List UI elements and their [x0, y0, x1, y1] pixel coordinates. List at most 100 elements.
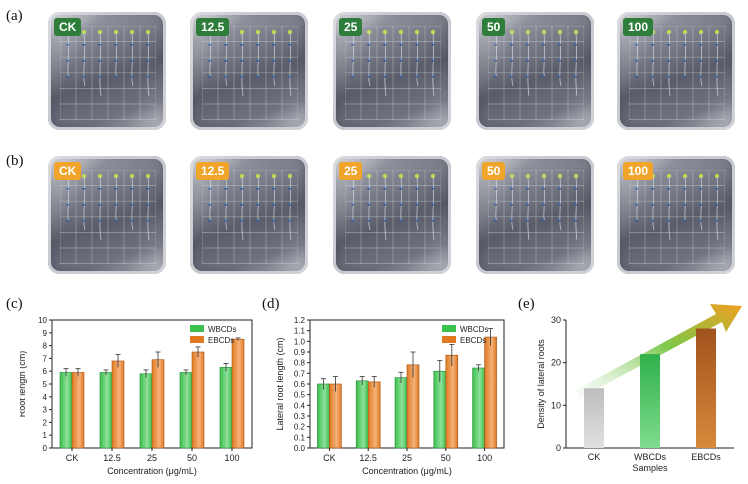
bar-wbcds-50: [433, 370, 447, 449]
bar-wbcds-12.5: [355, 380, 369, 449]
legend-swatch-ebcds: [442, 336, 456, 343]
x-tick-label: 100: [477, 453, 492, 463]
y-tick-label: 9: [43, 329, 48, 338]
plate-concentration-tag: 50: [482, 18, 506, 36]
plate-concentration-tag: 12.5: [196, 162, 230, 180]
plate-b-2: 25: [333, 156, 451, 274]
bar-wbcds-CK: [59, 372, 73, 449]
y-tick-label: 2: [43, 418, 48, 427]
y-tick-label: 5: [43, 380, 48, 389]
bar-ebcds-100: [484, 336, 497, 449]
y-tick-label: 1.0: [294, 337, 306, 346]
bar-wbcds: [640, 354, 660, 448]
y-tick-label: 1.2: [294, 316, 306, 325]
bar-wbcds-12.5: [99, 372, 113, 449]
legend-swatch-wbcds: [190, 325, 204, 332]
y-tick-label: 6: [43, 367, 48, 376]
plate-b-1: 12.5: [190, 156, 308, 274]
bar-wbcds-50: [179, 372, 193, 449]
y-tick-label: 0: [556, 443, 561, 453]
legend-swatch-wbcds: [442, 325, 456, 332]
bar-ebcds-12.5: [111, 360, 125, 449]
y-tick-label: 3: [43, 406, 48, 415]
legend-label-wbcds: WBCDs: [460, 325, 488, 334]
plate-a-2: 25: [333, 12, 451, 130]
panel-label-d: (d): [262, 296, 280, 312]
plate-concentration-tag: 100: [623, 162, 654, 180]
x-tick-label: 25: [147, 453, 157, 463]
bar-wbcds-100: [472, 367, 485, 449]
x-tick-label: 50: [187, 453, 197, 463]
bar-wbcds-CK: [317, 383, 330, 449]
plate-concentration-tag: 50: [482, 162, 506, 180]
y-tick-label: 0.5: [294, 391, 306, 400]
x-tick-label: CK: [588, 452, 601, 462]
y-tick-label: 1: [43, 431, 48, 440]
bar-wbcds-25: [394, 377, 408, 449]
x-tick-label: CK: [66, 453, 79, 463]
plate-b-3: 50: [476, 156, 594, 274]
x-tick-label: 50: [441, 453, 451, 463]
chart-root-length: 0 1 2 3 4 5 6 7 8 9 10 Root length (cm) CK 12.5 25 50 10…: [20, 316, 253, 476]
plate-a-3: 50: [476, 12, 594, 130]
trend-arrow-icon: [576, 304, 742, 398]
bar-ebcds-25: [151, 359, 165, 449]
y-tick-label: 0.2: [294, 423, 306, 432]
plate-a-1: 12.5: [190, 12, 308, 130]
bar-ebcds-50: [445, 354, 459, 449]
y-tick-label: 4: [43, 393, 48, 402]
y-tick-label: 0.6: [294, 380, 306, 389]
x-tick-label: 12.5: [103, 453, 121, 463]
x-axis-label: Concentration (μg/mL): [107, 466, 197, 476]
y-tick-label: 0.3: [294, 412, 306, 421]
x-tick-label: 100: [224, 453, 239, 463]
y-tick-label: 10: [38, 316, 47, 325]
y-axis-label: Density of lateral roots: [536, 339, 546, 429]
panel-label-b: (b): [6, 153, 24, 169]
bar-ebcds-12.5: [367, 381, 381, 449]
plate-a-0: CK: [48, 12, 166, 130]
bar-ebcds-CK: [71, 372, 85, 449]
plate-concentration-tag: 25: [339, 162, 363, 180]
y-tick-label: 10: [551, 400, 561, 410]
plate-concentration-tag: 100: [623, 18, 654, 36]
chart-lateral-root-length: 0.0 0.10.2 0.3 0.40.5 0.6 0.70.8 0.9 1.01.1 1.2 L…: [275, 316, 505, 476]
plate-a-4: 100: [617, 12, 735, 130]
panel-label-a: (a): [6, 8, 23, 24]
plate-b-4: 100: [617, 156, 735, 274]
y-tick-label: 0.8: [294, 359, 306, 368]
plate-concentration-tag: 25: [339, 18, 363, 36]
bar-ebcds: [696, 328, 716, 448]
y-axis-label: Root length (cm): [20, 351, 27, 418]
plate-concentration-tag: CK: [54, 162, 82, 180]
x-tick-label: 12.5: [359, 453, 377, 463]
x-tick-label: 25: [402, 453, 412, 463]
y-tick-label: 0.7: [294, 369, 306, 378]
y-tick-label: 0.1: [294, 433, 306, 442]
legend-swatch-ebcds: [190, 336, 204, 343]
y-tick-label: 30: [551, 315, 561, 325]
chart-density-lateral-roots: 0 10 20 30 Density of lateral roots CK WBCDs EB…: [536, 304, 742, 473]
plate-concentration-tag: CK: [54, 18, 82, 36]
y-tick-label: 8: [43, 342, 48, 351]
y-tick-label: 0.9: [294, 348, 306, 357]
y-tick-label: 0.4: [294, 401, 306, 410]
y-axis-label: Lateral root length (cm): [275, 337, 285, 430]
y-tick-label: 0.0: [294, 444, 306, 453]
y-tick-label: 7: [43, 354, 48, 363]
x-axis-label: Concentration (μg/mL): [362, 466, 452, 476]
x-axis-label: Samples: [632, 463, 668, 473]
legend-label-ebcds: EBCDs: [208, 336, 234, 345]
bar-ebcds-CK: [329, 383, 342, 449]
bar-ebcds-100: [231, 338, 245, 449]
x-tick-label: EBCDs: [691, 452, 721, 462]
bar-wbcds-100: [219, 367, 233, 449]
bar-ebcds-50: [191, 351, 205, 449]
x-tick-label: WBCDs: [634, 452, 666, 462]
legend-label-ebcds: EBCDs: [460, 336, 486, 345]
bar-ck: [584, 388, 604, 448]
panel-label-c: (c): [6, 296, 23, 312]
plate-b-0: CK: [48, 156, 166, 274]
y-tick-label: 20: [551, 358, 561, 368]
y-tick-label: 1.1: [294, 327, 306, 336]
